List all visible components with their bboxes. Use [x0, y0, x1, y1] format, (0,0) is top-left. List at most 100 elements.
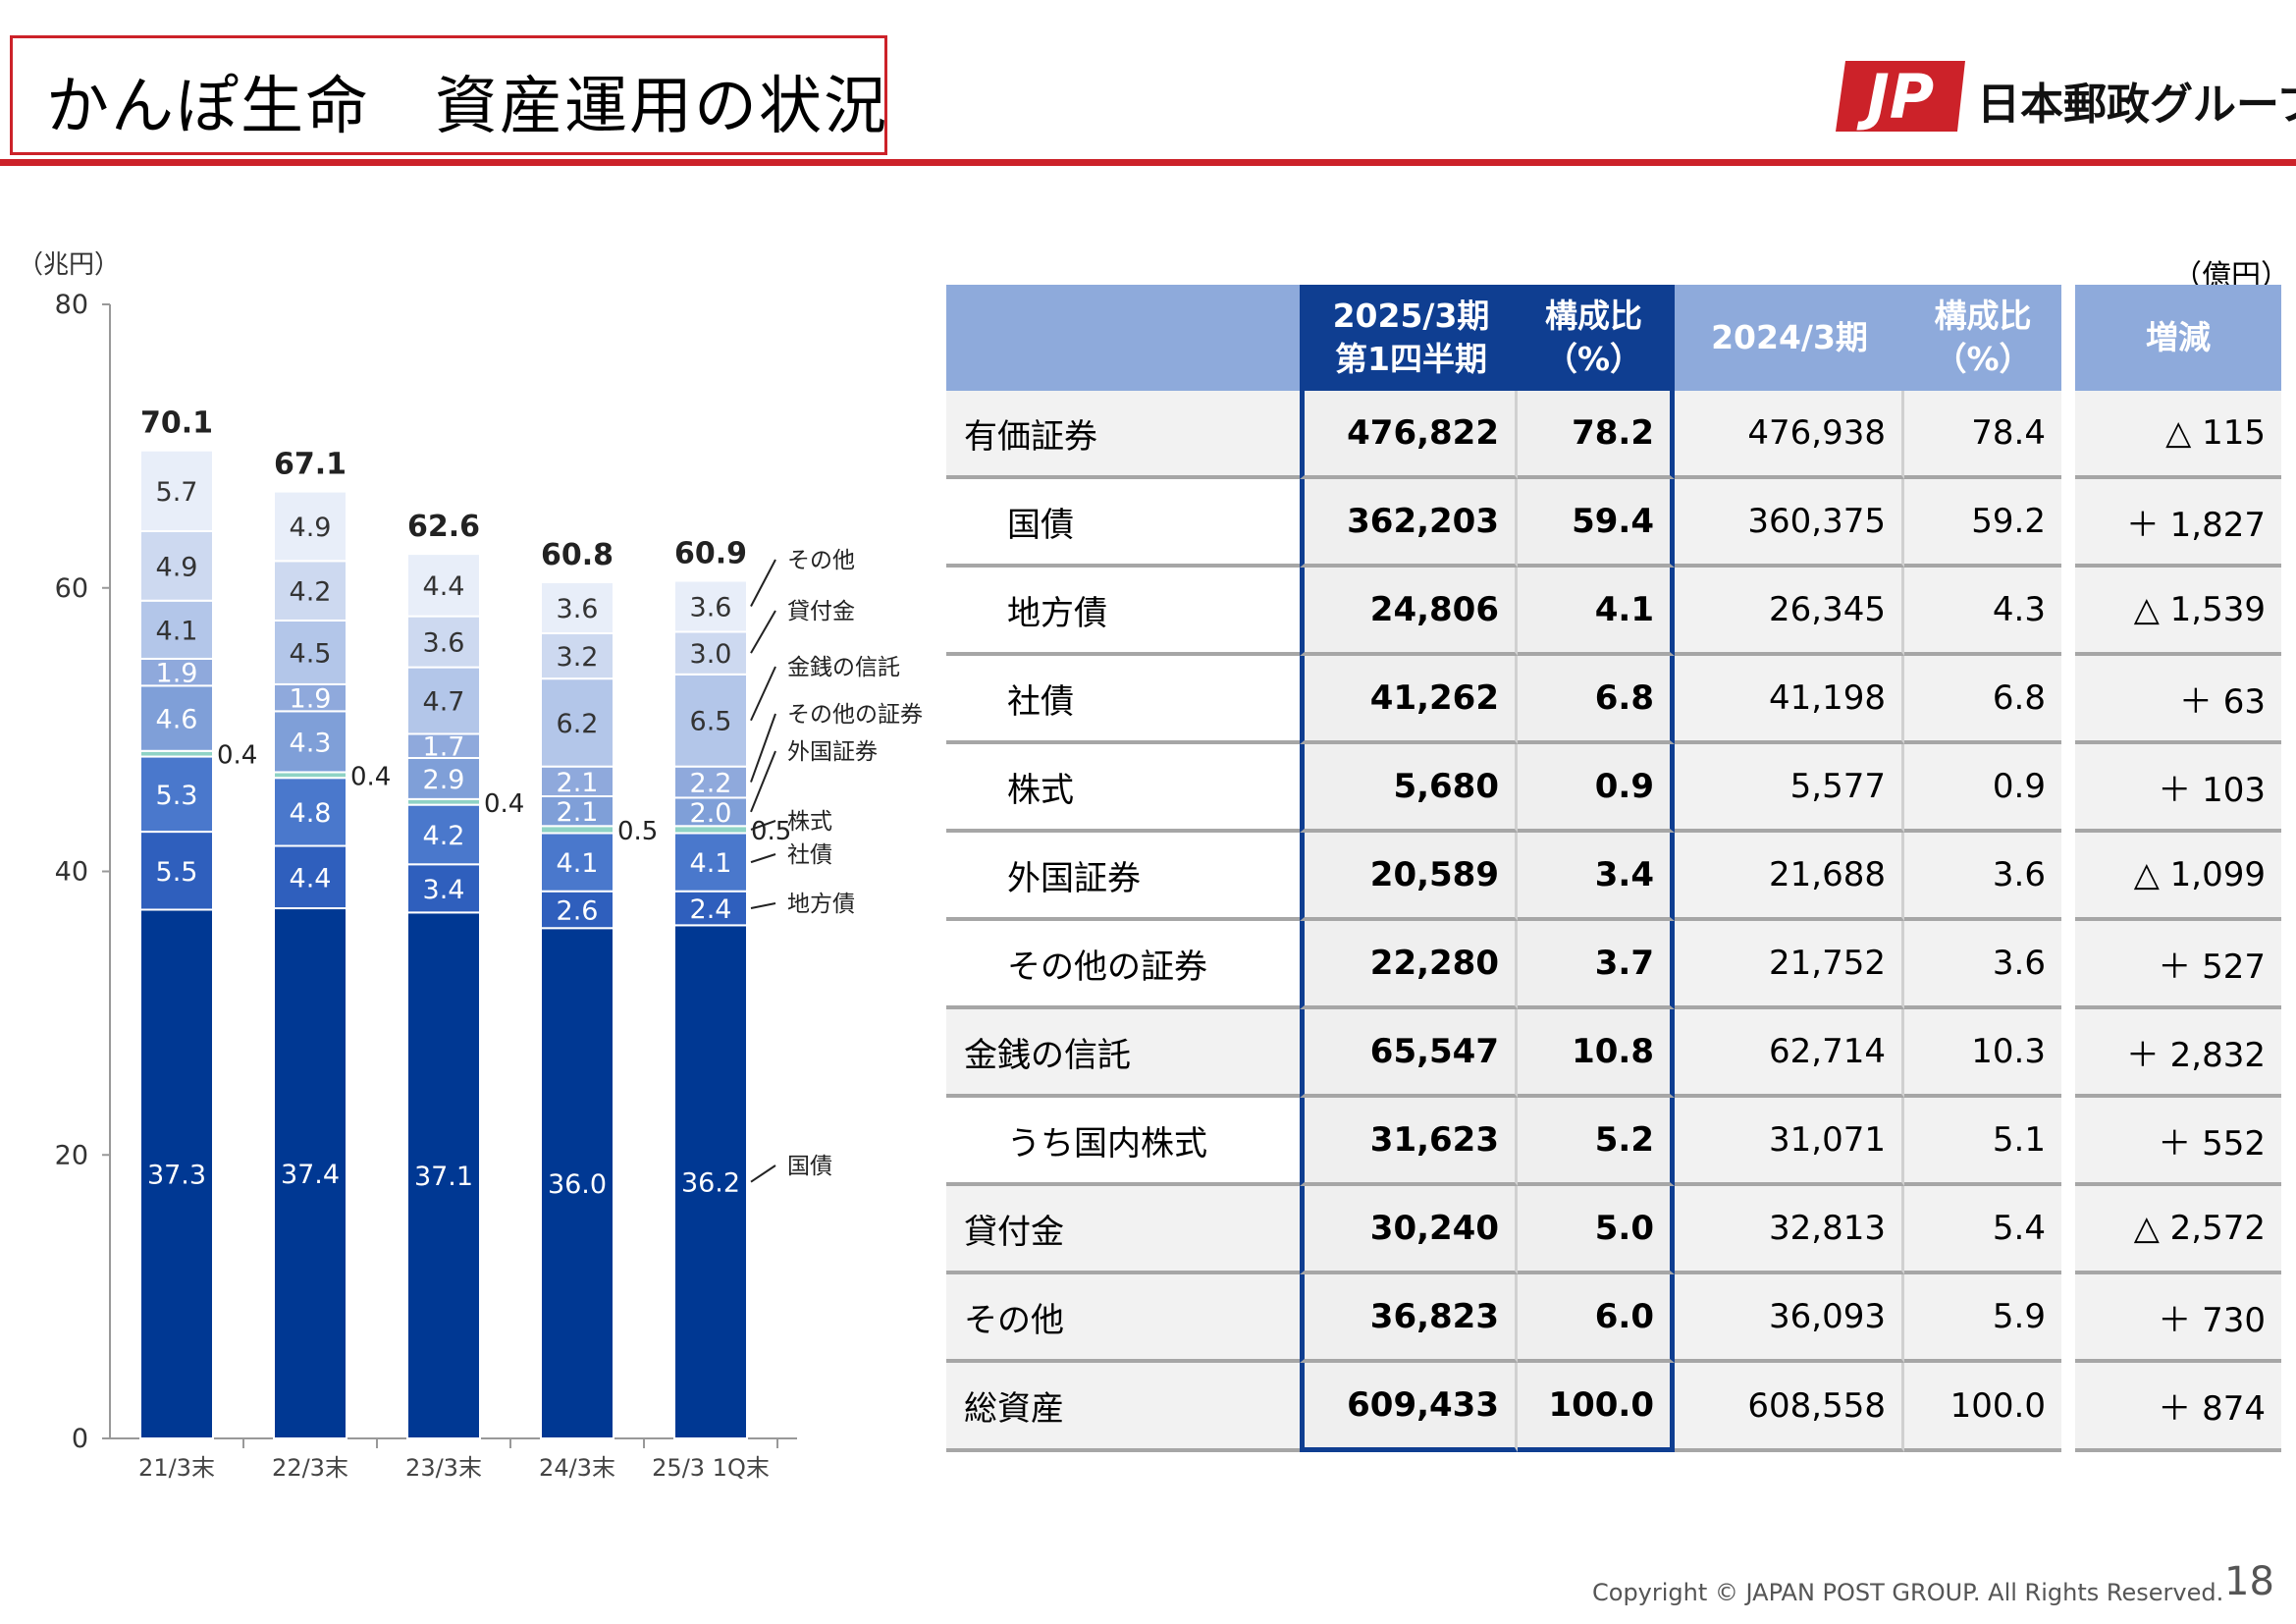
legend-label: 貸付金 — [787, 599, 855, 624]
change-value: ＋ 63 — [2075, 656, 2281, 744]
y-tick-label: 0 — [72, 1424, 88, 1454]
bar-segment — [673, 673, 748, 768]
prev-value: 476,938 — [1675, 391, 1904, 479]
row-gap — [2061, 1274, 2075, 1363]
change-value: ＋ 2,832 — [2075, 1009, 2281, 1098]
bar-segment — [673, 890, 748, 927]
segment-value-label: 4.9 — [156, 552, 198, 582]
header-blank — [946, 285, 1300, 391]
change-value: ＋ 730 — [2075, 1274, 2281, 1363]
copyright: Copyright © JAPAN POST GROUP. All Rights… — [1592, 1579, 2224, 1606]
prev-value: 21,752 — [1675, 921, 1904, 1009]
table-row: 国債 362,203 59.4 360,375 59.2 ＋ 1,827 — [946, 479, 2281, 568]
table-row: その他の証券 22,280 3.7 21,752 3.6 ＋ 527 — [946, 921, 2281, 1009]
header-change: 増減 — [2075, 285, 2281, 391]
bar-segment — [406, 911, 481, 1439]
header-current-period-line2: 第1四半期 — [1335, 340, 1487, 378]
segment-value-label: 4.7 — [423, 687, 465, 718]
segment-value-label: 6.2 — [557, 709, 599, 739]
bar-segment — [406, 863, 481, 914]
legend-label: その他の証券 — [787, 702, 923, 728]
bar-total-label: 70.1 — [140, 406, 213, 441]
legend-leader-line — [750, 713, 776, 783]
segment-value-label: 3.6 — [690, 593, 732, 623]
bar-segment — [540, 631, 614, 680]
prev-value: 62,714 — [1675, 1009, 1904, 1098]
header-prev-ratio: 構成比 （%） — [1904, 285, 2061, 391]
title-box: かんぽ生命 資産運用の状況 — [10, 35, 887, 155]
bar-segment — [540, 832, 614, 893]
table-row: 株式 5,680 0.9 5,577 0.9 ＋ 103 — [946, 744, 2281, 833]
bar-total-label: 62.6 — [407, 510, 480, 544]
current-value: 24,806 — [1300, 568, 1518, 656]
legend-leader-line — [750, 610, 776, 654]
prev-ratio: 3.6 — [1904, 921, 2061, 1009]
bar-segment — [139, 449, 214, 532]
change-value: ＋ 103 — [2075, 744, 2281, 833]
change-value: △ 1,099 — [2075, 833, 2281, 921]
logo-text: 日本郵政グループ — [1977, 80, 2296, 130]
logo-mark: JP — [1856, 61, 1935, 133]
bar-segment — [406, 803, 481, 866]
header-current-ratio-line1: 構成比 — [1545, 297, 1642, 335]
bar-segment — [540, 890, 614, 930]
segment-value-label: 2.4 — [690, 894, 732, 925]
row-gap — [2061, 1098, 2075, 1186]
x-tick-label: 23/3末 — [405, 1454, 482, 1482]
bar-segment — [139, 599, 214, 660]
row-label: 総資産 — [946, 1363, 1300, 1452]
row-label: 貸付金 — [946, 1186, 1300, 1274]
legend-label: 社債 — [787, 842, 832, 868]
current-ratio: 3.7 — [1518, 921, 1675, 1009]
legend-leader-line — [750, 666, 776, 722]
legend-leader-line — [750, 1164, 776, 1183]
bar-segment — [139, 657, 214, 687]
header-prev-ratio-line2: （%） — [1934, 340, 2032, 378]
bar-total-label: 67.1 — [274, 448, 347, 482]
bar-segment — [673, 832, 748, 893]
change-value: ＋ 1,827 — [2075, 479, 2281, 568]
bar-segment — [273, 560, 347, 622]
segment-value-label: 3.6 — [557, 594, 599, 624]
row-label: その他の証券 — [946, 921, 1300, 1009]
bar-segment — [406, 553, 481, 618]
segment-value-label: 1.9 — [156, 659, 198, 689]
row-label: 社債 — [946, 656, 1300, 744]
prev-value: 21,688 — [1675, 833, 1904, 921]
current-value: 476,822 — [1300, 391, 1518, 479]
segment-value-label: 2.1 — [557, 768, 599, 798]
row-gap — [2061, 1363, 2075, 1452]
segment-value-label: 3.6 — [423, 628, 465, 659]
row-label: その他 — [946, 1274, 1300, 1363]
legend-label: 国債 — [787, 1154, 832, 1179]
current-value: 30,240 — [1300, 1186, 1518, 1274]
segment-value-label: 4.4 — [290, 863, 332, 893]
table-row: 社債 41,262 6.8 41,198 6.8 ＋ 63 — [946, 656, 2281, 744]
row-label: 国債 — [946, 479, 1300, 568]
legend-label: 地方債 — [787, 892, 855, 917]
row-gap — [2061, 1009, 2075, 1098]
table-row: 金銭の信託 65,547 10.8 62,714 10.3 ＋ 2,832 — [946, 1009, 2281, 1098]
header-gap — [2061, 285, 2075, 391]
segment-value-label: 4.6 — [156, 705, 198, 735]
table-row: 地方債 24,806 4.1 26,345 4.3 △ 1,539 — [946, 568, 2281, 656]
current-ratio: 5.0 — [1518, 1186, 1675, 1274]
prev-ratio: 5.4 — [1904, 1186, 2061, 1274]
current-ratio: 0.9 — [1518, 744, 1675, 833]
change-value: △ 115 — [2075, 391, 2281, 479]
legend-leader-line — [750, 750, 776, 813]
bar-segment — [673, 579, 748, 633]
segment-value-label: 5.7 — [156, 477, 198, 508]
y-axis-unit: （兆円） — [18, 250, 120, 280]
segment-value-label: 4.1 — [690, 848, 732, 879]
segment-value-label: 2.2 — [690, 769, 732, 799]
legend-leader-line — [750, 902, 776, 910]
prev-ratio: 78.4 — [1904, 391, 2061, 479]
bar-segment — [139, 755, 214, 834]
japan-post-logo: JP 日本郵政グループ — [1832, 57, 2296, 135]
current-value: 36,823 — [1300, 1274, 1518, 1363]
segment-value-label: 0.4 — [217, 741, 257, 771]
x-tick-label: 25/3 1Q末 — [652, 1454, 770, 1482]
current-value: 20,589 — [1300, 833, 1518, 921]
table-row: 有価証券 476,822 78.2 476,938 78.4 △ 115 — [946, 391, 2281, 479]
